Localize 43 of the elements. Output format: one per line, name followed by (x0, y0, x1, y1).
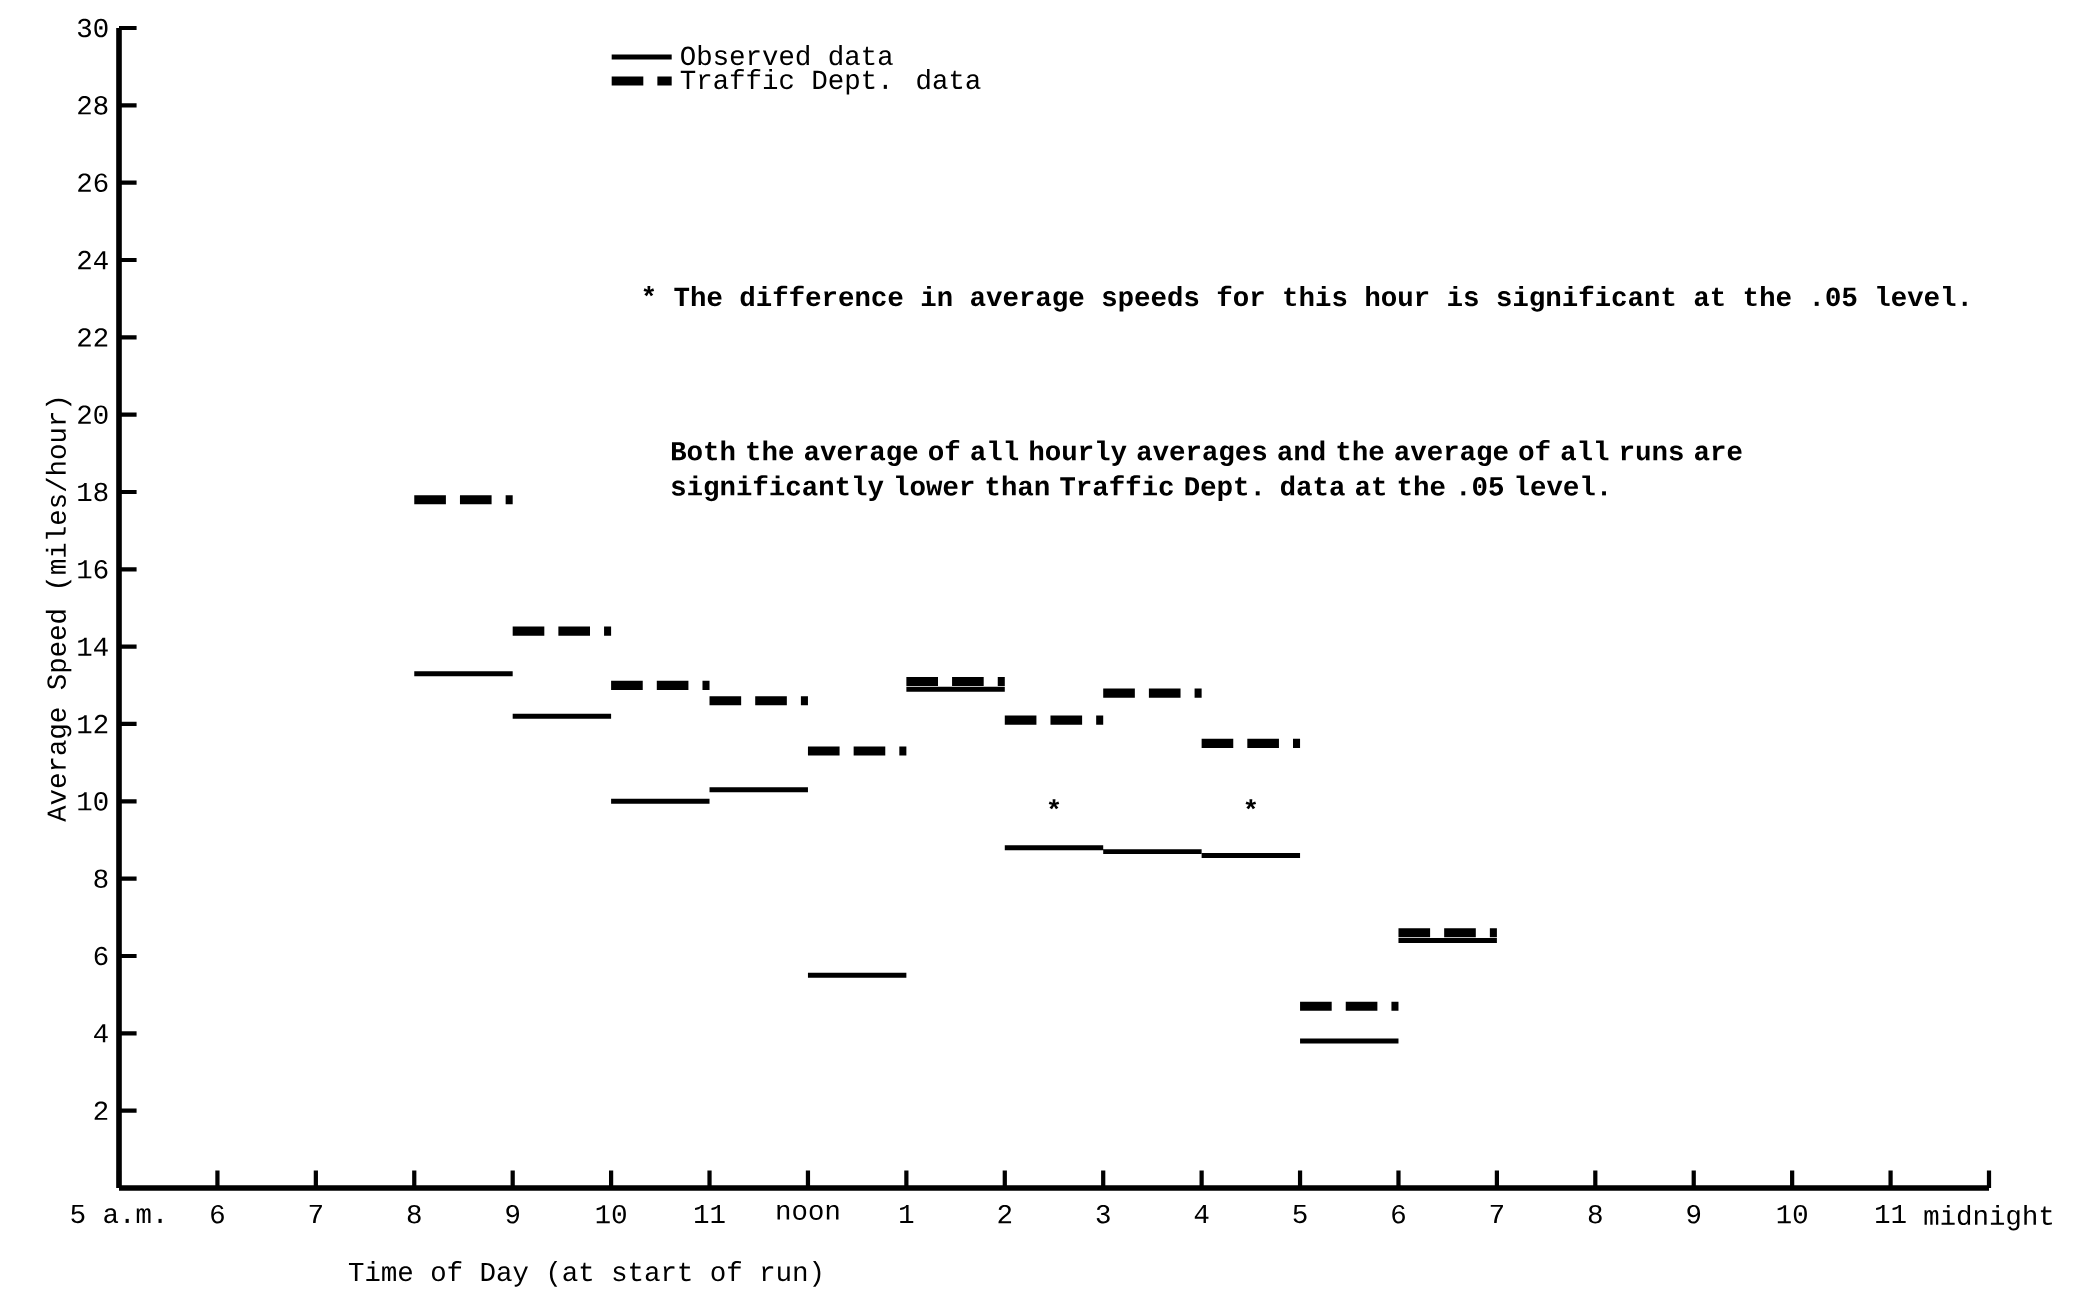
x-tick-label: 7 (1490, 1204, 1503, 1223)
annotation: * (1245, 799, 1257, 810)
x-tick-label: 1 (900, 1204, 914, 1223)
y-tick-label: 4 (94, 1024, 108, 1043)
legend-label: Observed data (681, 45, 893, 66)
x-tick-label: 10 (596, 1204, 626, 1224)
x-tick-label: 4 (1194, 1204, 1209, 1223)
y-tick-label: 18 (78, 482, 108, 502)
x-tick-label: 8 (407, 1204, 421, 1224)
x-tick-label: noon (777, 1204, 839, 1220)
y-tick-label: 10 (78, 792, 108, 811)
annotation: * (1048, 799, 1060, 810)
y-tick-label: 30 (77, 18, 108, 38)
y-tick-label: 16 (78, 560, 108, 579)
x-tick-label: 5 a.m. (71, 1204, 162, 1224)
x-tick-label: 9 (1687, 1204, 1701, 1224)
y-tick-label: 12 (78, 714, 108, 734)
y-axis-title: Average Speed (miles/hour) (45, 398, 72, 822)
x-tick-label: 10 (1777, 1204, 1807, 1224)
x-tick-label: 11 (1876, 1204, 1906, 1223)
x-tick-label: 9 (506, 1204, 520, 1224)
y-tick-label: 8 (94, 869, 108, 888)
x-tick-label: midnight (1924, 1204, 2052, 1231)
annotation: * The difference in average speeds for this hour is significant at the .05 level. (643, 285, 1967, 312)
x-tick-label: 6 (211, 1204, 224, 1224)
y-tick-label: 2 (94, 1101, 108, 1120)
y-tick-label: 28 (78, 96, 108, 115)
y-tick-label: 6 (94, 946, 108, 966)
y-tick-label: 20 (78, 405, 108, 424)
x-tick-label: 2 (998, 1204, 1012, 1224)
x-axis-title: Time of Day (at start of run) (348, 1261, 821, 1287)
y-tick-label: 26 (78, 173, 108, 192)
annotation: Both the average of all hourly averages and the average of all runs are significantly lower than Traffic Dept. data at the .05 level. (671, 440, 1742, 502)
x-tick-label: 5 (1293, 1204, 1307, 1224)
x-tick-label: 8 (1588, 1204, 1602, 1224)
legend-label: Traffic Dept. data (680, 69, 981, 95)
x-tick-label: 7 (309, 1204, 322, 1223)
y-tick-label: 14 (78, 637, 108, 656)
y-tick-label: 24 (78, 250, 108, 270)
x-tick-label: 6 (1392, 1204, 1405, 1224)
y-tick-label: 22 (78, 328, 108, 347)
x-tick-label: 3 (1096, 1204, 1110, 1224)
x-tick-label: 11 (695, 1204, 725, 1223)
